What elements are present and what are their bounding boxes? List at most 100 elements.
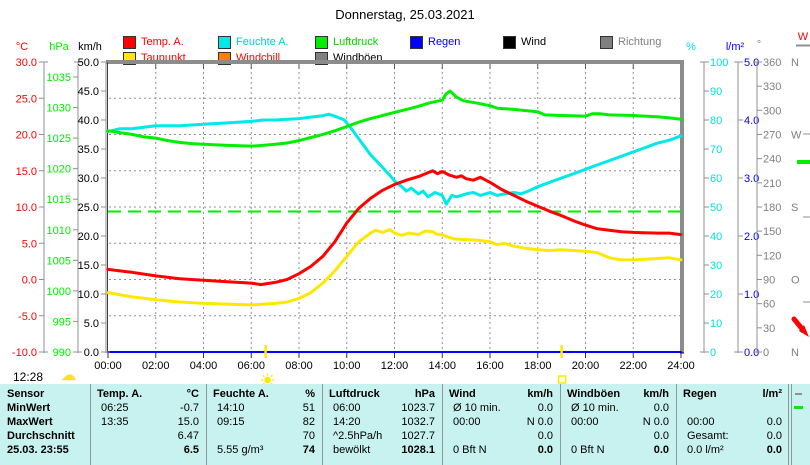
cell-time: 0 Bft N — [453, 444, 487, 456]
legend-label: Regen — [428, 36, 461, 48]
cell-value: 0.0 — [653, 430, 669, 442]
temp-axis-unit: °C — [16, 41, 28, 53]
direction-axis-tick-label: 0 — [763, 347, 769, 359]
table-divider — [676, 384, 677, 465]
x-axis-label: 10:00 — [333, 360, 361, 372]
legend-checkbox-temp-a[interactable] — [123, 35, 136, 49]
cell-value: -0.7 — [180, 402, 199, 414]
direction-axis-tick-label: 330 — [763, 81, 781, 93]
wind-axis-tick-label: 25.0 — [78, 202, 99, 214]
cell-time: Gesamt: — [687, 430, 729, 442]
humidity-axis-tick-label: 50 — [710, 202, 722, 214]
table-divider — [791, 384, 792, 465]
x-axis-label: 18:00 — [524, 360, 552, 372]
wind-axis-tick-label: 10.0 — [78, 289, 99, 301]
sunset-square-icon — [557, 375, 567, 384]
table-divider — [560, 384, 561, 465]
cell-value: 0.0 — [766, 430, 782, 442]
x-axis-label: 04:00 — [190, 360, 218, 372]
cell-time: 00:00 — [571, 416, 599, 428]
x-axis-label: 20:00 — [572, 360, 600, 372]
rain-axis-unit: l/m² — [726, 41, 745, 53]
col-unit-wind: km/h — [527, 388, 553, 400]
pressure-axis-unit: hPa — [49, 41, 69, 53]
wind-direction-arrow-icon — [791, 316, 809, 337]
x-axis-label: 06:00 — [237, 360, 265, 372]
legend-item-regen[interactable]: Regen — [410, 35, 461, 49]
rain-axis-tick-label: 0.0 — [744, 347, 759, 359]
legend-item-richtung[interactable]: Richtung — [600, 35, 661, 49]
temp-axis-tick-label: -5.0 — [18, 311, 37, 323]
pressure-axis-tick-label: 1030 — [47, 103, 71, 115]
cell-value: 0.0 — [653, 444, 669, 456]
cell-time: bewölkt — [333, 444, 371, 456]
legend-label: Wind — [521, 36, 547, 48]
temp-axis-tick-label: 25.0 — [16, 93, 37, 105]
rain-axis-tick-label: 4.0 — [744, 115, 759, 127]
wind-axis-tick-label: 30.0 — [78, 173, 99, 185]
col-header-windb-en: Windböen — [567, 388, 621, 400]
rain-axis-tick-label: 5.0 — [744, 57, 759, 69]
cell-value: 82 — [302, 416, 315, 428]
cell-time: 14:10 — [217, 402, 245, 414]
radiation-axis-unit: W — [798, 31, 809, 43]
wind-axis-tick-label: 0.0 — [84, 347, 99, 359]
direction-axis-tick-label: 210 — [763, 178, 781, 190]
direction-axis-tick-label: 30 — [763, 323, 775, 335]
wind-axis-tick-label: 40.0 — [78, 115, 99, 127]
stats-table: Sensor MinWert MaxWert Durchschnitt 25.03. 2… — [0, 384, 810, 465]
temp-axis-tick-label: 20.0 — [16, 130, 37, 142]
col-header-temp-a: Temp. A. — [97, 388, 143, 400]
temp-axis-tick-label: 15.0 — [16, 166, 37, 178]
cell-time: 13:35 — [101, 416, 129, 428]
cell-value: 0.0 — [537, 402, 553, 414]
direction-axis-tick-label: 180 — [763, 202, 781, 214]
table-divider — [442, 384, 443, 465]
pressure-axis-tick-label: 995 — [53, 316, 71, 328]
wind-axis-tick-label: 20.0 — [78, 231, 99, 243]
row-label-sensor: Sensor — [7, 388, 45, 400]
temp-axis-tick-label: 5.0 — [22, 238, 37, 250]
legend-label: Feuchte A. — [236, 36, 289, 48]
cell-value: 0.0 — [537, 430, 553, 442]
x-axis-label: 08:00 — [285, 360, 313, 372]
series-taupunkt — [106, 228, 683, 307]
cell-time: 5.55 g/m³ — [217, 444, 264, 456]
cell-time: 00:00 — [453, 416, 481, 428]
cell-value: N 0.0 — [642, 416, 669, 428]
direction-axis-tick-letter: N — [791, 57, 799, 69]
legend-checkbox-wind[interactable] — [503, 35, 516, 49]
col-header-regen: Regen — [683, 388, 717, 400]
x-axis-label: 00:00 — [94, 360, 122, 372]
col-unit-regen: l/m² — [762, 388, 782, 400]
current-time: 12:28 — [13, 370, 44, 384]
legend-checkbox-richtung[interactable] — [600, 35, 613, 49]
pressure-axis-tick-label: 1020 — [47, 164, 71, 176]
legend-checkbox-feuchte-a[interactable] — [218, 35, 231, 49]
legend-label: Luftdruck — [333, 36, 379, 48]
table-divider — [90, 384, 91, 465]
direction-axis-tick-label: 240 — [763, 154, 781, 166]
legend-item-wind[interactable]: Wind — [503, 35, 547, 49]
cell-time: ^2.5hPa/h — [333, 430, 383, 442]
humidity-axis-tick-label: 0 — [710, 347, 716, 359]
cell-time: 06:00 — [333, 402, 361, 414]
legend-item-luftdruck[interactable]: Luftdruck — [315, 35, 379, 49]
cell-value: 6.47 — [177, 430, 199, 442]
legend-checkbox-regen[interactable] — [410, 35, 423, 49]
col-unit-feuchte-a: % — [305, 388, 315, 400]
cell-time: Ø 10 min. — [453, 402, 501, 414]
legend-item-feuchte-a[interactable]: Feuchte A. — [218, 35, 289, 49]
col-unit-luftdruck: hPa — [414, 388, 435, 400]
humidity-axis-tick-label: 100 — [710, 57, 728, 69]
humidity-axis-tick-label: 90 — [710, 86, 722, 98]
direction-axis-tick-label: 270 — [763, 130, 781, 142]
cell-value: 70 — [302, 430, 315, 442]
table-divider — [322, 384, 323, 465]
table-divider — [206, 384, 207, 465]
cell-value: 0.0 — [766, 444, 782, 456]
legend-checkbox-luftdruck[interactable] — [315, 35, 328, 49]
pressure-axis-tick-label: 1025 — [47, 133, 71, 145]
legend-item-temp-a[interactable]: Temp. A. — [123, 35, 184, 49]
